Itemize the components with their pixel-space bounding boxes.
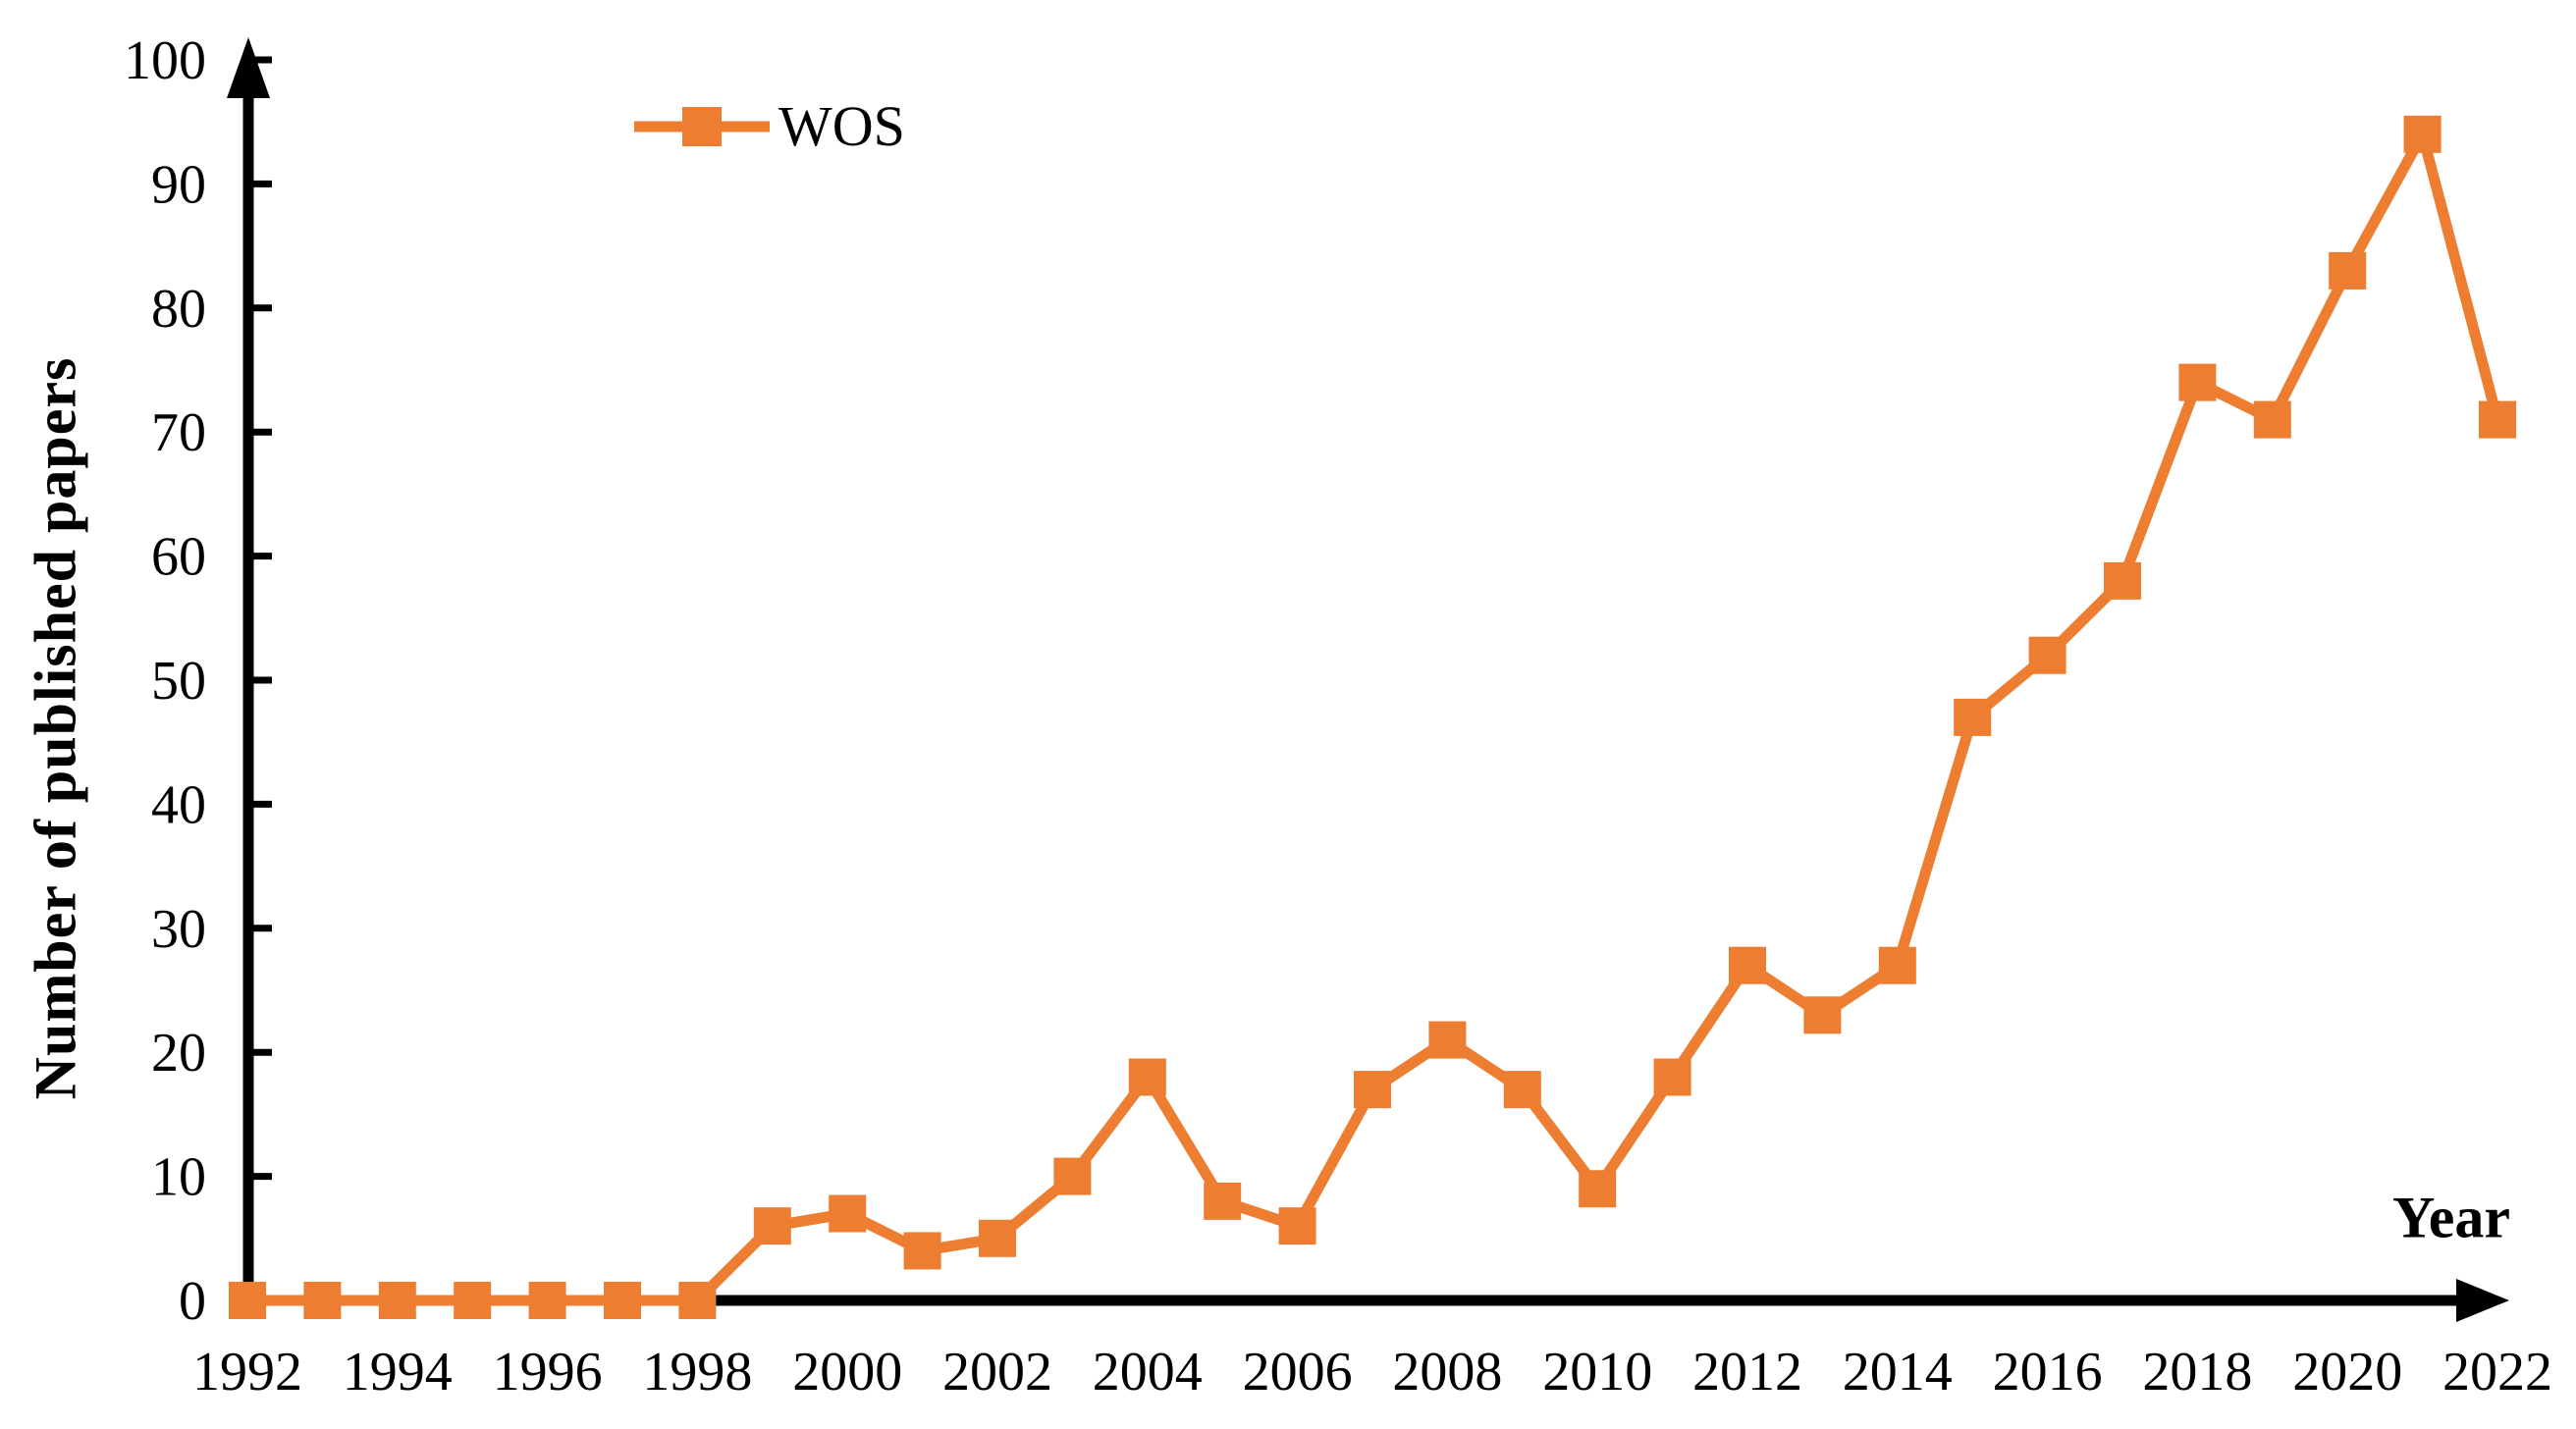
data-point-marker — [1354, 1071, 1391, 1109]
data-point-marker — [1278, 1207, 1316, 1245]
x-tick-label: 2000 — [792, 1342, 902, 1403]
data-point-marker — [829, 1194, 867, 1233]
data-point-marker — [1803, 996, 1842, 1034]
y-tick-label: 100 — [124, 30, 206, 91]
data-point-marker — [678, 1282, 717, 1319]
y-axis-arrow-icon — [227, 37, 270, 98]
x-tick-label: 2002 — [942, 1342, 1052, 1403]
data-point-marker — [1954, 698, 1992, 736]
x-tick-label: 2022 — [2442, 1342, 2552, 1403]
data-point-marker — [528, 1282, 566, 1319]
x-tick-label: 1992 — [192, 1342, 302, 1403]
y-axis-title: Number of published papers — [23, 356, 88, 1100]
data-point-marker — [604, 1282, 641, 1319]
x-tick-label: 1998 — [642, 1342, 752, 1403]
data-point-marker — [1729, 946, 1766, 984]
x-tick-label: 2004 — [1093, 1342, 1203, 1403]
legend-label: WOS — [778, 94, 905, 158]
data-point-marker — [2329, 251, 2367, 290]
y-tick-label: 0 — [179, 1271, 206, 1332]
x-tick-label: 2012 — [1692, 1342, 1802, 1403]
data-point-marker — [2104, 561, 2141, 600]
data-point-marker — [1053, 1157, 1092, 1195]
data-point-marker — [903, 1232, 941, 1270]
data-point-marker — [229, 1282, 266, 1319]
x-tick-label: 2010 — [1542, 1342, 1652, 1403]
data-point-marker — [979, 1219, 1016, 1257]
x-tick-label: 1996 — [493, 1342, 603, 1403]
legend-marker-icon — [682, 107, 722, 146]
data-point-marker — [2028, 636, 2066, 674]
data-point-marker — [1428, 1021, 1467, 1059]
y-tick-label: 10 — [151, 1147, 206, 1208]
data-point-marker — [1653, 1058, 1691, 1096]
data-point-marker — [2178, 363, 2217, 401]
data-point-marker — [454, 1282, 492, 1319]
data-point-marker — [753, 1207, 791, 1245]
y-tick-label: 60 — [151, 527, 206, 588]
x-tick-label: 2014 — [1843, 1342, 1953, 1403]
y-tick-label: 20 — [151, 1023, 206, 1084]
x-tick-label: 2018 — [2142, 1342, 2252, 1403]
data-point-marker — [2479, 400, 2516, 439]
data-point-marker — [1128, 1058, 1166, 1096]
x-axis-arrow-icon — [2456, 1279, 2509, 1322]
data-point-marker — [1579, 1170, 1617, 1208]
x-tick-label: 2016 — [1993, 1342, 2103, 1403]
data-point-marker — [303, 1282, 342, 1319]
x-tick-label: 2006 — [1243, 1342, 1353, 1403]
data-point-marker — [1878, 946, 1916, 984]
legend: WOS — [634, 98, 905, 155]
y-tick-label: 90 — [151, 154, 206, 215]
x-tick-label: 2020 — [2292, 1342, 2402, 1403]
wos-series-line — [247, 120, 2503, 1306]
y-tick-label: 80 — [151, 279, 206, 340]
x-tick-label: 1994 — [343, 1342, 453, 1403]
y-tick-label: 30 — [151, 899, 206, 960]
legend-swatch — [634, 98, 770, 155]
data-point-marker — [2403, 115, 2442, 153]
y-tick-label: 40 — [151, 774, 206, 835]
x-tick-label: 2008 — [1392, 1342, 1502, 1403]
data-point-marker — [2253, 400, 2291, 439]
data-point-marker — [378, 1282, 416, 1319]
data-point-marker — [1503, 1071, 1541, 1109]
y-tick-label: 70 — [151, 402, 206, 463]
data-point-marker — [1204, 1182, 1242, 1220]
x-axis-title: Year — [2392, 1185, 2510, 1250]
y-tick-label: 50 — [151, 651, 206, 712]
